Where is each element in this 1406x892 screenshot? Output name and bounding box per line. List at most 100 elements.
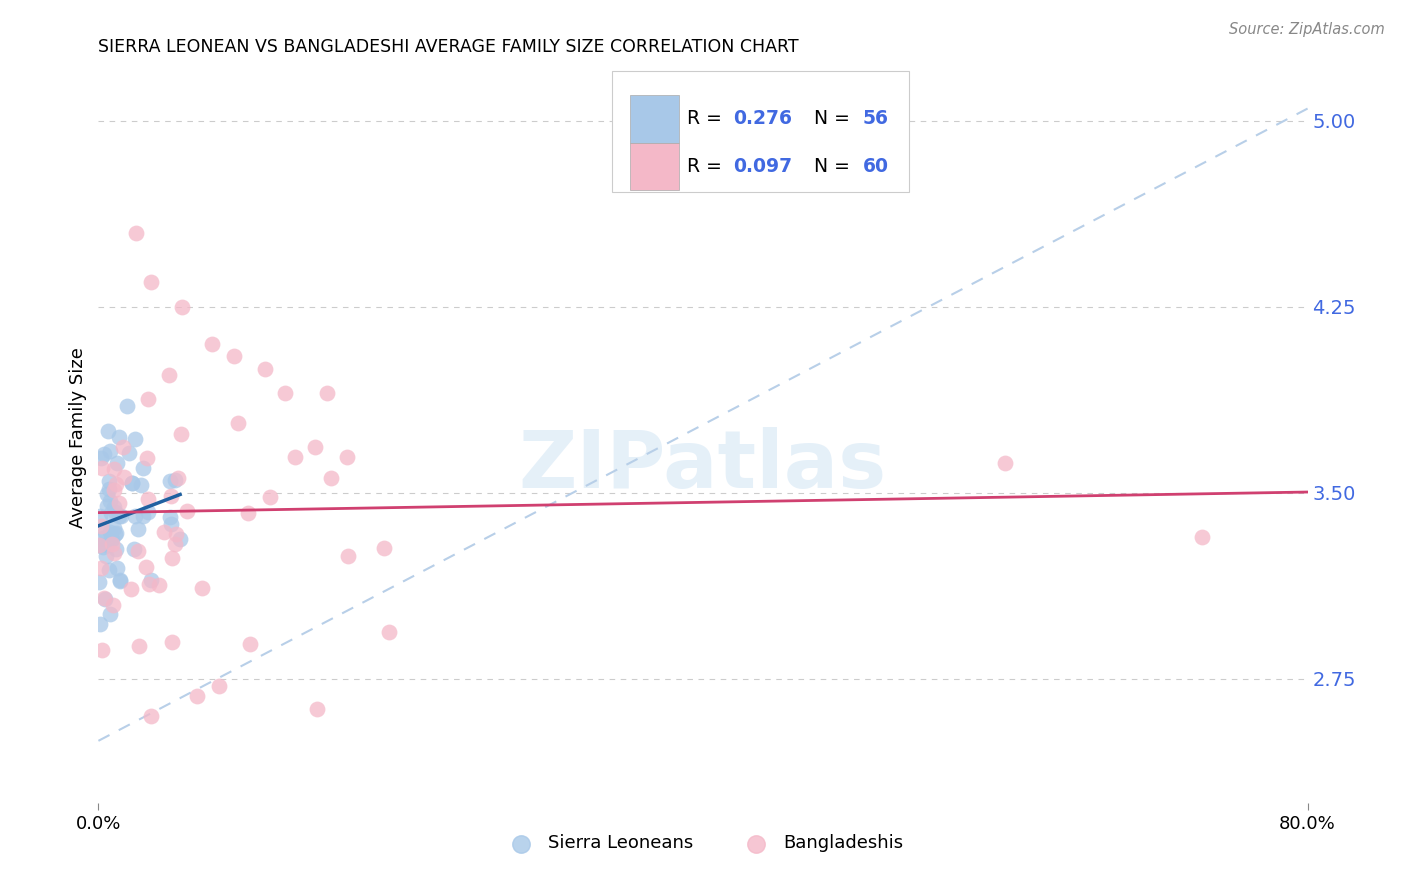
Text: 60: 60 [863, 157, 889, 176]
Point [152, 525, 174, 540]
Point [129, 478, 152, 492]
Point [90, 450, 112, 465]
Point [165, 537, 187, 551]
Point [163, 473, 186, 487]
Point [141, 573, 163, 587]
Point [169, 533, 191, 547]
Point [104, 505, 127, 519]
Point [127, 544, 149, 558]
Point [191, 581, 214, 595]
Point [159, 489, 181, 503]
Point [89, 508, 111, 523]
Point [124, 432, 146, 446]
Point [135, 559, 157, 574]
Point [98, 524, 121, 539]
Point [98, 443, 121, 458]
Point [96, 538, 118, 552]
Legend: Sierra Leoneans, Bangladeshis: Sierra Leoneans, Bangladeshis [495, 827, 911, 860]
Point [157, 368, 180, 383]
Point [170, 300, 193, 314]
Point [96, 487, 118, 501]
Point [128, 639, 150, 653]
Point [108, 430, 131, 444]
Point [100, 506, 122, 520]
Point [141, 275, 163, 289]
Point [336, 450, 359, 465]
Point [236, 506, 259, 520]
Point [103, 462, 125, 476]
Point [136, 491, 159, 506]
Point [228, 416, 250, 430]
Point [136, 392, 159, 406]
Point [98, 607, 121, 621]
Point [118, 446, 141, 460]
Point [103, 500, 125, 515]
Point [141, 709, 163, 723]
Point [253, 362, 276, 376]
Point [135, 450, 157, 465]
Point [91, 461, 114, 475]
Text: 0.276: 0.276 [734, 110, 792, 128]
Point [103, 598, 125, 612]
Point [337, 549, 360, 563]
Point [98, 493, 121, 508]
Point [160, 551, 183, 566]
Point [89, 538, 111, 552]
Text: N =: N = [803, 157, 856, 176]
Point [122, 542, 145, 557]
FancyBboxPatch shape [630, 95, 679, 143]
Point [159, 510, 181, 524]
Point [138, 505, 160, 519]
Point [373, 541, 395, 555]
Point [239, 637, 262, 651]
Point [103, 521, 125, 535]
Point [105, 477, 128, 491]
Point [132, 461, 155, 475]
Point [321, 471, 343, 485]
Point [87, 574, 110, 589]
Text: ZIPatlas: ZIPatlas [519, 427, 887, 506]
Point [104, 526, 127, 541]
Y-axis label: Average Family Size: Average Family Size [69, 347, 87, 527]
Point [104, 525, 127, 540]
Text: R =: R = [688, 157, 728, 176]
Point [127, 522, 149, 536]
Point [304, 440, 326, 454]
Point [115, 400, 138, 414]
Point [124, 508, 146, 523]
Point [159, 474, 181, 488]
Point [176, 504, 198, 518]
Point [132, 508, 155, 523]
Point [1191, 531, 1213, 545]
Point [89, 518, 111, 533]
Point [91, 531, 114, 545]
Point [101, 536, 124, 550]
Point [305, 701, 328, 715]
Point [101, 533, 124, 547]
Point [94, 549, 117, 564]
Text: N =: N = [803, 110, 856, 128]
Point [160, 634, 183, 648]
Point [159, 516, 181, 531]
Point [315, 386, 337, 401]
Point [167, 471, 190, 485]
Point [121, 476, 143, 491]
Point [108, 509, 131, 524]
Text: SIERRA LEONEAN VS BANGLADESHI AVERAGE FAMILY SIZE CORRELATION CHART: SIERRA LEONEAN VS BANGLADESHI AVERAGE FA… [98, 38, 799, 56]
Point [208, 679, 231, 693]
Point [93, 447, 115, 461]
Point [93, 591, 115, 605]
Point [93, 591, 115, 606]
Point [98, 475, 121, 489]
Point [107, 561, 129, 575]
Text: 0.097: 0.097 [734, 157, 793, 176]
Point [91, 540, 114, 554]
Point [103, 546, 125, 560]
Point [107, 496, 129, 510]
Point [112, 470, 135, 484]
Point [105, 541, 128, 556]
Point [97, 424, 120, 438]
Point [108, 574, 131, 588]
Point [98, 482, 121, 496]
Point [121, 475, 143, 490]
